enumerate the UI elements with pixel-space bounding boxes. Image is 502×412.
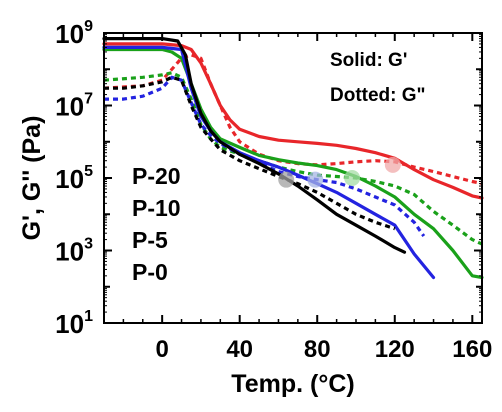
y-tick-label: 103: [55, 236, 93, 267]
series-p-0-solid: [102, 37, 407, 254]
series-p-0-dotted: [104, 75, 396, 231]
transition-marker: [344, 170, 361, 186]
x-tick-label: 0: [155, 336, 168, 363]
x-tick-label: 120: [375, 336, 415, 363]
x-tick-label: 160: [452, 336, 492, 363]
tick-layer: 0 40 80 120 160 101 103 105 107 109: [55, 18, 492, 363]
transition-marker: [278, 171, 295, 188]
annotation-dotted: Dotted: G": [330, 85, 426, 106]
legend-label-p-5: P-5: [132, 227, 168, 253]
y-tick-label: 107: [55, 91, 93, 122]
y-tick-label: 101: [55, 308, 93, 339]
legend-label-p-0: P-0: [132, 259, 168, 285]
y-axis-title: G', G'' (Pa): [18, 116, 46, 241]
transition-marker: [384, 156, 401, 173]
x-tick-label: 80: [304, 336, 331, 363]
x-tick-label: 40: [226, 336, 253, 363]
data-layer: [102, 37, 484, 280]
x-axis-title: Temp. (°C): [231, 370, 354, 398]
legend-label-p-20: P-20: [132, 163, 181, 189]
legend-label-p-10: P-10: [132, 195, 181, 221]
series-p-10-dotted: [103, 71, 483, 246]
annotation-solid: Solid: G': [330, 50, 407, 71]
transition-marker: [307, 171, 324, 188]
marker-layer: [278, 156, 401, 188]
legend: P-20 P-10 P-5 P-0: [132, 163, 181, 285]
y-tick-label: 105: [55, 163, 93, 194]
y-tick-label: 109: [55, 18, 93, 49]
